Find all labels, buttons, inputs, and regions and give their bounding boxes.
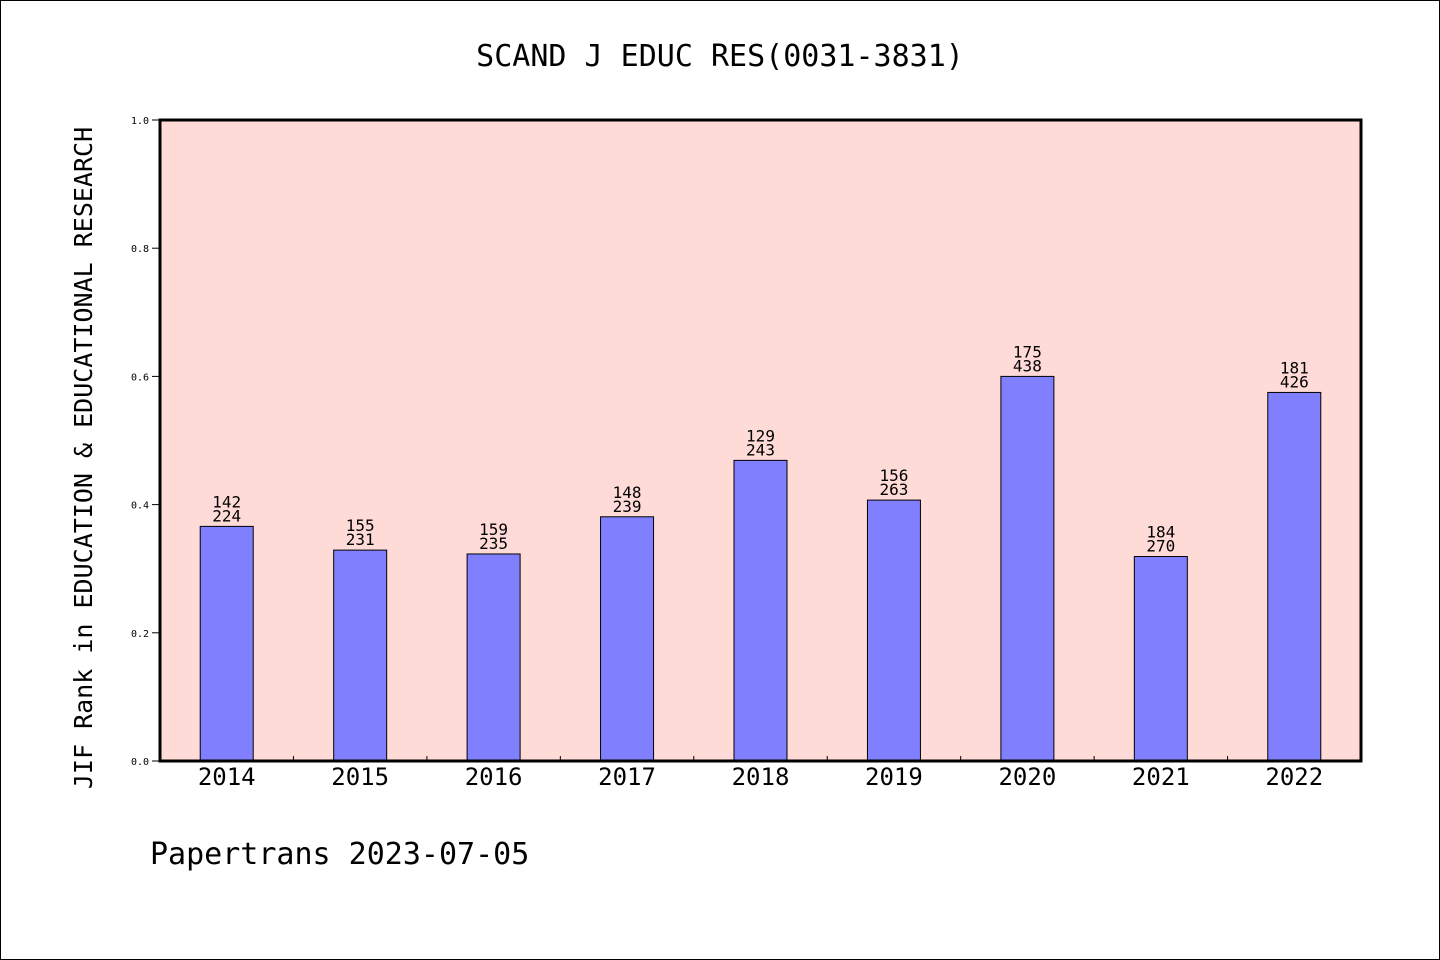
y-tick-label: 0.8 — [131, 244, 149, 255]
data-label-total: 231 — [346, 530, 375, 549]
data-label-total: 224 — [212, 506, 241, 525]
bar-2014 — [199, 525, 254, 762]
data-label-rank: 156 — [879, 466, 908, 485]
data-label-rank: 175 — [1013, 342, 1042, 361]
bar-2019 — [866, 499, 921, 762]
data-label-rank: 148 — [613, 483, 642, 502]
data-label-total: 235 — [479, 534, 508, 553]
data-label-total: 270 — [1146, 537, 1175, 556]
bars-layer — [199, 375, 1322, 762]
data-labels-layer: 1422241552311592351482391292431562631754… — [212, 342, 1308, 555]
bar-2021 — [1133, 556, 1188, 762]
bar-2020 — [1000, 375, 1055, 762]
chart-title: SCAND J EDUC RES(0031-3831) — [476, 39, 964, 74]
bar-2022 — [1267, 391, 1322, 762]
data-label-rank: 155 — [346, 516, 375, 535]
y-tick-label: 0.0 — [131, 757, 149, 768]
x-tick-label: 2017 — [598, 763, 656, 791]
y-axis-label: JIF Rank in EDUCATION & EDUCATIONAL RESE… — [69, 127, 98, 789]
y-tick-label: 0.2 — [131, 629, 149, 640]
data-label-rank: 159 — [479, 520, 508, 539]
x-tick-label: 2019 — [865, 763, 923, 791]
x-tick-label: 2015 — [331, 763, 389, 791]
data-label-rank: 142 — [212, 492, 241, 511]
x-axis: 2014 2015 2016 2017 2018 2019 2020 2021 2022 — [198, 756, 1323, 791]
x-tick-label: 2016 — [465, 763, 523, 791]
plot-border — [158, 118, 1363, 763]
bar-2015 — [333, 549, 388, 762]
y-tick-label: 0.4 — [131, 501, 149, 512]
x-tick-label: 2014 — [198, 763, 256, 791]
data-label-total: 243 — [746, 440, 775, 459]
x-tick-label: 2018 — [732, 763, 790, 791]
bar-2016 — [466, 553, 521, 762]
y-tick-label: 1.0 — [131, 116, 149, 127]
x-tick-label: 2020 — [998, 763, 1056, 791]
x-tick-label: 2021 — [1132, 763, 1190, 791]
data-label-total: 426 — [1280, 372, 1309, 391]
y-axis: 0.0 0.2 0.4 0.6 0.8 1.0 — [131, 116, 160, 768]
data-label-total: 239 — [613, 497, 642, 516]
footer-credit: Papertrans 2023-07-05 — [150, 837, 529, 872]
data-label-rank: 184 — [1146, 523, 1175, 542]
y-tick-label: 0.6 — [131, 372, 149, 383]
bar-2017 — [600, 516, 655, 762]
data-label-rank: 181 — [1280, 358, 1309, 377]
data-label-total: 263 — [879, 480, 908, 499]
x-tick-label: 2022 — [1265, 763, 1323, 791]
data-label-rank: 129 — [746, 426, 775, 445]
bar-2018 — [733, 459, 788, 762]
data-label-total: 438 — [1013, 356, 1042, 375]
